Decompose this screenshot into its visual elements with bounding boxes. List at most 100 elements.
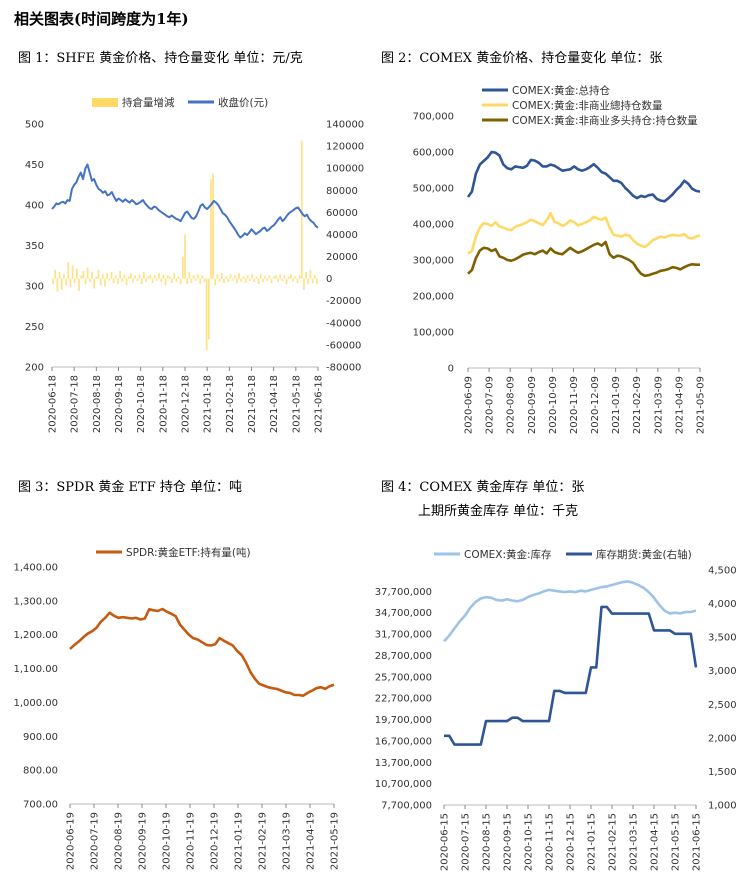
- fig2-y-tick-2: 200,000: [413, 292, 454, 303]
- fig4-left-tick-1: 10,700,000: [375, 779, 432, 790]
- fig1-right-tick-10: 120000: [326, 142, 364, 153]
- fig2-x-tick-10: 2021-04-09: [674, 376, 685, 434]
- fig1-bar-117: [305, 272, 307, 279]
- fig1-bar-18: [91, 272, 93, 279]
- fig4-legend-0-label: COMEX:黄金:库存: [464, 548, 552, 561]
- fig1-bar-96: [259, 274, 262, 279]
- fig1-bar-32: [121, 278, 124, 282]
- fig2-series-2: [467, 240, 700, 278]
- fig1-bar-41: [140, 278, 143, 285]
- fig4-x-tick-6: 2020-12-15: [566, 813, 577, 871]
- fig1-bar-63: [188, 272, 191, 279]
- fig1-bar-80: [225, 276, 227, 279]
- fig3-y-tick-7: 1,400.00: [13, 563, 58, 574]
- fig4-left-tick-7: 28,700,000: [375, 651, 432, 662]
- fig1-bar-71: [205, 278, 208, 351]
- fig1-bar-92: [251, 274, 253, 279]
- fig3-x-tick-6: 2020-12-19: [210, 812, 221, 870]
- fig1-bar-65: [192, 275, 195, 279]
- figure-3-caption: 图 3：SPDR 黄金 ETF 持仓 单位：吨: [18, 480, 242, 495]
- fig1-bar-91: [249, 278, 251, 281]
- fig2-legend-1-label: COMEX:黄金:非商业總持仓数量: [512, 99, 663, 112]
- chart-gold-inventory: 7,700,000 10,700,000 13,700,000 16,700,000 1…: [375, 548, 737, 871]
- fig1-bar-38: [134, 275, 137, 279]
- fig1-bar-8: [69, 278, 72, 288]
- fig1-right-tick-7: 60000: [326, 208, 358, 219]
- fig4-x-tick-0: 2020-06-15: [440, 813, 451, 871]
- fig2-y-tick-1: 100,000: [413, 328, 454, 339]
- fig1-bar-35: [127, 276, 130, 279]
- fig1-bar-58: [177, 276, 180, 279]
- fig4-x-tick-12: 2021-06-15: [692, 813, 703, 871]
- fig1-left-tick-3: 350: [25, 241, 44, 252]
- section-title: 相关图表(时间跨度为1年): [14, 10, 189, 28]
- fig1-bar-79: [223, 278, 225, 284]
- fig1-bar-73: [210, 179, 212, 279]
- fig1-bar-25: [106, 273, 109, 279]
- fig1-bar-27: [110, 272, 113, 279]
- fig4-x-tick-10: 2021-04-15: [650, 813, 661, 871]
- fig1-right-tick-8: 80000: [326, 186, 358, 197]
- fig1-bar-23: [101, 274, 104, 279]
- fig1-bar-31: [119, 270, 121, 279]
- fig1-bar-116: [303, 278, 305, 290]
- fig4-left-tick-8: 31,700,000: [375, 630, 432, 641]
- fig2-y-tick-4: 400,000: [413, 220, 454, 231]
- fig1-bar-68: [199, 278, 202, 285]
- fig1-x-tick-10: 2021-04-18: [269, 375, 280, 433]
- fig1-bar-46: [151, 278, 154, 284]
- chart-comex-gold: 0 100,000 200,000 300,000 400,000 500,000 600,…: [413, 84, 707, 434]
- fig1-bar-30: [117, 278, 119, 285]
- fig1-bar-51: [162, 274, 165, 279]
- fig4-right-tick-4: 3,000: [708, 666, 737, 677]
- fig2-y-tick-7: 700,000: [413, 112, 454, 123]
- figure-4-subcaption: 上期所黄金库存 单位：千克: [418, 504, 579, 519]
- fig1-bar-50: [160, 278, 163, 282]
- fig4-left-tick-10: 37,700,000: [375, 587, 432, 598]
- fig1-x-tick-12: 2021-06-18: [314, 375, 325, 433]
- fig1-bar-10: [73, 278, 76, 284]
- figure-2-caption: 图 2：COMEX 黄金价格、持仓量变化 单位：张: [381, 51, 663, 66]
- fig1-x-tick-5: 2020-11-18: [158, 375, 169, 433]
- fig2-legend-2-label: COMEX:黄金:非商业多头持仓:持仓数量: [512, 114, 698, 127]
- fig1-bar-70: [203, 278, 206, 282]
- fig4-x-tick-3: 2020-09-15: [503, 813, 514, 871]
- fig1-bar-49: [158, 273, 160, 279]
- fig1-bar-64: [190, 278, 193, 284]
- fig1-bar-102: [272, 276, 275, 279]
- fig1-bar-95: [257, 278, 260, 285]
- fig1-x-tick-0: 2020-06-18: [48, 375, 59, 433]
- fig1-bar-86: [238, 273, 240, 279]
- fig2-x-tick-1: 2020-07-09: [485, 376, 496, 434]
- fig1-bar-113: [296, 278, 299, 284]
- fig1-bar-88: [242, 276, 245, 279]
- fig3-y-tick-6: 1,300.00: [13, 596, 58, 607]
- fig3-y-tick-5: 1,200.00: [13, 630, 58, 641]
- fig3-x-tick-3: 2020-09-19: [138, 812, 149, 870]
- fig1-left-tick-6: 500: [25, 120, 44, 131]
- fig1-bar-28: [112, 278, 115, 284]
- fig1-bar-78: [220, 273, 223, 279]
- fig4-x-tick-7: 2021-01-15: [587, 813, 598, 871]
- fig1-bar-66: [194, 278, 197, 281]
- fig1-x-tick-8: 2021-02-18: [225, 375, 236, 433]
- fig1-bar-12: [78, 278, 80, 291]
- fig3-y-tick-4: 1,100.00: [13, 664, 58, 675]
- fig1-left-tick-0: 200: [25, 363, 44, 374]
- fig1-bar-103: [274, 275, 277, 279]
- fig1-right-tick-9: 100000: [326, 164, 364, 175]
- fig2-y-tick-0: 0: [448, 364, 454, 375]
- fig1-bar-87: [240, 278, 243, 282]
- fig1-left-tick-2: 300: [25, 282, 44, 293]
- fig1-bar-19: [93, 278, 96, 289]
- fig1-right-tick-2: -40000: [326, 318, 361, 329]
- fig4-x-tick-5: 2020-11-15: [545, 813, 556, 871]
- fig1-bar-115: [300, 140, 303, 279]
- fig1-bar-61: [184, 234, 186, 279]
- fig1-bar-69: [201, 275, 204, 279]
- fig2-x-tick-8: 2021-02-09: [632, 376, 643, 434]
- fig1-bar-100: [268, 275, 271, 279]
- fig1-bar-17: [88, 278, 91, 282]
- fig4-left-tick-2: 13,700,000: [375, 758, 432, 769]
- fig1-bar-108: [285, 278, 288, 285]
